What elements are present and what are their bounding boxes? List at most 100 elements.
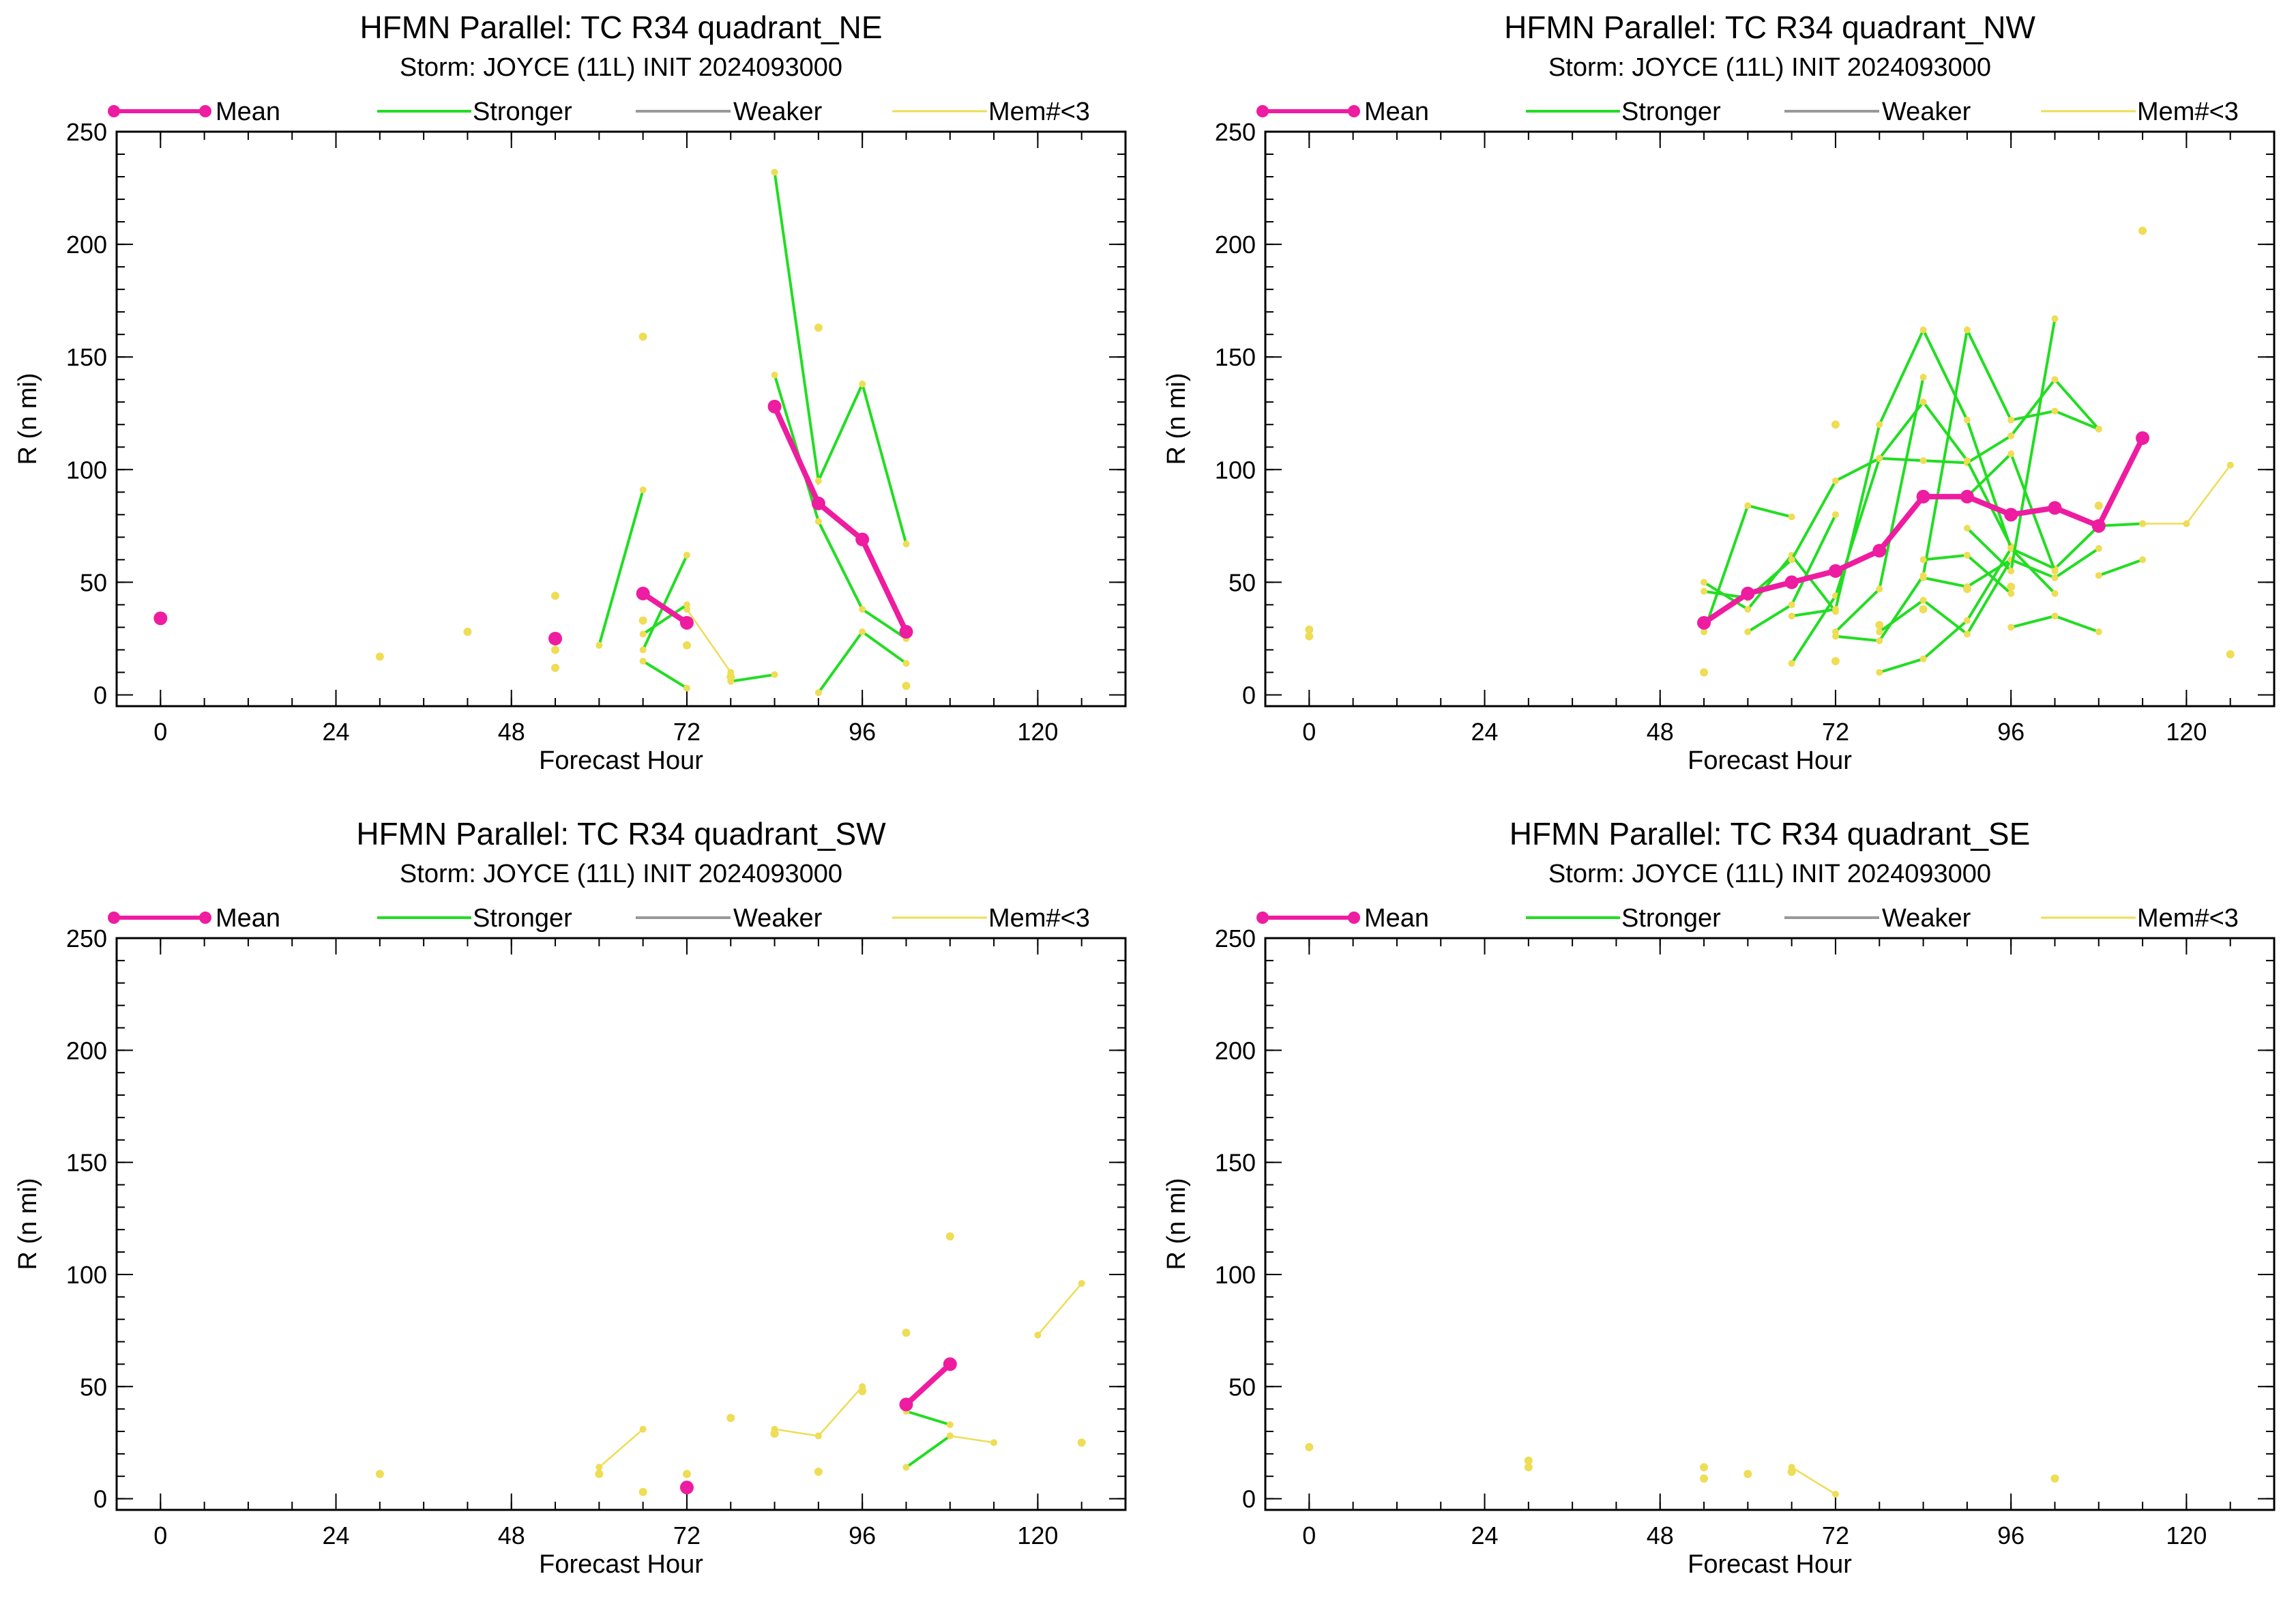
stronger-line — [641, 554, 688, 651]
x-tick-label: 0 — [1302, 718, 1316, 746]
mem-point — [551, 663, 560, 672]
x-tick-label: 96 — [1997, 1521, 2025, 1549]
x-tick-label: 72 — [673, 1521, 701, 1549]
legend-weaker-label: Weaker — [733, 904, 823, 933]
mem-point — [1034, 1331, 1042, 1339]
stronger-point — [1831, 511, 1839, 519]
chart-subtitle: Storm: JOYCE (11L) INIT 2024093000 — [1548, 860, 1991, 888]
mean-line — [641, 591, 689, 626]
mean-point — [153, 611, 168, 626]
mem-point — [726, 1414, 735, 1423]
stronger-point — [595, 641, 603, 649]
stronger-point — [2007, 416, 2015, 424]
mem-point — [1077, 1438, 1086, 1447]
stronger-line — [642, 660, 688, 690]
stronger-line — [773, 375, 907, 640]
legend-mem-label: Mem#<3 — [988, 98, 1090, 126]
legend-weaker-label: Weaker — [1882, 98, 1971, 126]
mem-point — [638, 616, 647, 625]
y-tick-label: 50 — [80, 568, 107, 596]
stronger-point — [814, 477, 822, 484]
y-axis-label: R (n mi) — [14, 1178, 42, 1270]
y-axis-label: R (n mi) — [1162, 1178, 1191, 1270]
y-tick-label: 250 — [66, 924, 107, 952]
legend-stronger-label: Stronger — [1621, 98, 1721, 126]
mem-point — [639, 1425, 647, 1433]
mem-point — [1524, 1456, 1533, 1465]
mean-point — [2004, 508, 2018, 522]
legend-mean-marker — [108, 105, 120, 117]
x-axis-label: Forecast Hour — [539, 1550, 703, 1579]
stronger-point — [771, 371, 778, 379]
mem-point — [375, 652, 384, 661]
mem-point — [902, 1328, 911, 1337]
plot-frame — [115, 937, 1127, 1511]
mem-point — [2094, 501, 2103, 510]
mem-point — [770, 1429, 779, 1438]
mem-point — [2138, 227, 2147, 235]
stronger-point — [1919, 398, 1927, 406]
stronger-point — [2095, 572, 2102, 579]
stronger-point — [1963, 326, 1971, 334]
chart-title: HFMN Parallel: TC R34 quadrant_NE — [359, 10, 882, 45]
mem-line — [950, 1435, 995, 1444]
y-tick-label: 100 — [1215, 1261, 1256, 1289]
x-tick-label: 72 — [1822, 718, 1849, 746]
stronger-point — [902, 1463, 910, 1471]
stronger-point — [683, 684, 690, 692]
legend-mean-label: Mean — [1364, 904, 1429, 933]
mem-point — [2226, 461, 2234, 469]
mean-point — [1828, 564, 1842, 578]
mem-point — [1831, 656, 1840, 665]
stronger-line — [1791, 399, 2012, 665]
legend: Mean Stronger Weaker Mem#<3 — [108, 98, 1090, 126]
stronger-point — [1831, 606, 1839, 613]
mem-point — [2226, 650, 2235, 659]
stronger-point — [1919, 326, 1927, 334]
stronger-line — [905, 1434, 951, 1469]
mean-point — [2048, 501, 2062, 515]
chart-subtitle: Storm: JOYCE (11L) INIT 2024093000 — [1548, 53, 1991, 82]
legend-mean-marker — [199, 105, 211, 117]
mem-point — [1831, 1490, 1839, 1498]
mem-point — [1787, 1468, 1796, 1476]
y-tick-label: 0 — [1242, 1485, 1256, 1513]
legend-mean-label: Mean — [216, 98, 280, 126]
stronger-point — [1919, 556, 1927, 564]
stronger-point — [1831, 477, 1839, 484]
x-tick-label: 0 — [1302, 1521, 1316, 1549]
mean-point — [767, 399, 782, 413]
y-tick-label: 250 — [1215, 118, 1256, 146]
stronger-point — [1919, 373, 1927, 381]
legend: Mean Stronger Weaker Mem#<3 — [1256, 98, 2239, 126]
stronger-point — [1963, 617, 1971, 624]
mem-point — [1305, 625, 1314, 634]
mean-point — [943, 1357, 957, 1371]
stronger-point — [2051, 612, 2059, 620]
mean-point — [679, 615, 694, 630]
stronger-line — [730, 673, 775, 683]
mean-point — [1960, 489, 1974, 504]
stronger-point — [2007, 624, 2015, 631]
x-tick-label: 24 — [1471, 718, 1498, 746]
legend: Mean Stronger Weaker Mem#<3 — [1256, 904, 2239, 933]
y-tick-label: 100 — [66, 456, 107, 484]
stronger-point — [1788, 513, 1795, 521]
mem-point — [551, 592, 560, 600]
legend-mean-marker — [1348, 912, 1360, 924]
stronger-point — [902, 660, 910, 667]
mean-point — [855, 532, 870, 547]
mean-point — [2136, 431, 2150, 446]
legend-mean-marker — [108, 912, 120, 924]
stronger-point — [2051, 589, 2059, 597]
mem-point — [1524, 1463, 1533, 1472]
y-tick-label: 150 — [66, 343, 107, 371]
mean-point — [1784, 575, 1799, 589]
y-tick-label: 0 — [93, 1485, 107, 1513]
x-tick-label: 0 — [153, 718, 167, 746]
stronger-point — [1876, 628, 1883, 636]
chart-title: HFMN Parallel: TC R34 quadrant_SE — [1510, 816, 2031, 851]
mem-point — [814, 323, 823, 332]
x-tick-label: 120 — [1017, 718, 1058, 746]
stronger-point — [859, 606, 866, 613]
